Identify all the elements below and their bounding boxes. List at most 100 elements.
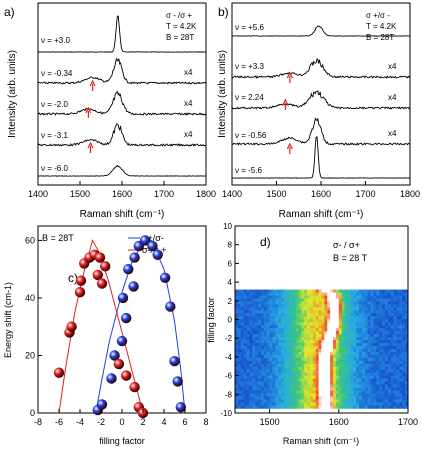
- heatmap-cell: [318, 301, 322, 305]
- heatmap-cell: [341, 399, 345, 403]
- heatmap-cell: [263, 369, 268, 374]
- heatmap-cell: [387, 369, 392, 374]
- heatmap-cell: [382, 357, 386, 362]
- heatmap-cell: [286, 405, 291, 409]
- heatmap-cell: [387, 381, 392, 385]
- heatmap-cell: [278, 304, 282, 308]
- heatmap-cell: [393, 390, 397, 394]
- heatmap-cell: [249, 381, 253, 385]
- heatmap-cell: [382, 348, 386, 353]
- heatmap-cell: [298, 334, 302, 338]
- heatmap-cell: [361, 360, 366, 365]
- heatmap-cell: [338, 354, 343, 359]
- heatmap-cell: [327, 375, 331, 380]
- heatmap-cell: [281, 343, 285, 347]
- heatmap-cell: [309, 304, 314, 308]
- heatmap-cell: [252, 301, 256, 305]
- heatmap-cell: [284, 307, 288, 311]
- heatmap-cell: [304, 372, 308, 377]
- heatmap-cell: [370, 390, 374, 394]
- heatmap-cell: [284, 402, 288, 406]
- heatmap-cell: [376, 372, 380, 377]
- heatmap-cell: [384, 405, 389, 409]
- heatmap-cell: [301, 292, 305, 296]
- heatmap-cell: [367, 396, 371, 400]
- heatmap-cell: [298, 345, 302, 350]
- heatmap-cell: [307, 328, 311, 332]
- heatmap-cell: [324, 405, 328, 409]
- heatmap-cell: [269, 322, 273, 326]
- heatmap-cell: [338, 307, 343, 311]
- heatmap-cell: [278, 396, 282, 400]
- heatmap-cell: [263, 304, 268, 308]
- heatmap-cell: [258, 292, 262, 296]
- heatmap-cell: [382, 354, 386, 359]
- trace-label: ν = -5.6: [235, 166, 262, 175]
- heatmap-cell: [243, 340, 247, 344]
- panel-d-ylabel: filling factor: [206, 297, 216, 343]
- heatmap-cell: [307, 340, 311, 344]
- heatmap-cell: [284, 354, 288, 359]
- heatmap-cell: [289, 301, 294, 305]
- heatmap-cell: [249, 387, 253, 391]
- heatmap-cell: [272, 337, 276, 341]
- heatmap-cell: [301, 405, 305, 409]
- heatmap-cell: [260, 351, 265, 356]
- heatmap-cell: [324, 351, 328, 356]
- panel-d-heatmap: [235, 289, 409, 409]
- trace-label: ν = -2.0: [41, 100, 68, 109]
- heatmap-cell: [266, 387, 270, 391]
- heatmap-cell: [286, 331, 291, 335]
- heatmap-cell: [307, 390, 311, 394]
- heatmap-cell: [237, 328, 242, 332]
- heatmap-cell: [358, 345, 363, 350]
- heatmap-cell: [370, 366, 374, 371]
- heatmap-cell: [315, 328, 320, 332]
- heatmap-cell: [249, 345, 253, 350]
- heatmap-cell: [281, 316, 285, 320]
- heatmap-cell: [263, 357, 268, 362]
- heatmap-cell: [266, 289, 270, 293]
- heatmap-cell: [235, 348, 239, 353]
- heatmap-cell: [263, 295, 268, 299]
- heatmap-cell: [263, 289, 268, 293]
- heatmap-cell: [379, 399, 383, 403]
- heatmap-cell: [347, 375, 351, 380]
- heatmap-cell: [379, 351, 383, 356]
- heatmap-cell: [390, 384, 394, 388]
- heatmap-cell: [402, 399, 406, 403]
- heatmap-cell: [298, 387, 302, 391]
- heatmap-cell: [260, 399, 265, 403]
- heatmap-cell: [235, 390, 239, 394]
- heatmap-cell: [335, 357, 340, 362]
- heatmap-cell: [246, 313, 250, 317]
- heatmap-cell: [278, 363, 282, 368]
- heatmap-cell: [289, 357, 294, 362]
- heatmap-cell: [330, 298, 334, 302]
- heatmap-cell: [347, 345, 351, 350]
- heatmap-cell: [333, 313, 337, 317]
- heatmap-cell: [284, 316, 288, 320]
- heatmap-cell: [237, 343, 242, 347]
- heatmap-cell: [384, 399, 389, 403]
- heatmap-cell: [289, 399, 294, 403]
- heatmap-cell: [356, 325, 360, 329]
- heatmap-cell: [364, 334, 369, 338]
- heatmap-cell: [289, 328, 294, 332]
- heatmap-cell: [269, 307, 273, 311]
- heatmap-cell: [269, 396, 273, 400]
- heatmap-cell: [376, 399, 380, 403]
- heatmap-cell: [286, 393, 291, 397]
- heatmap-cell: [373, 348, 377, 353]
- heatmap-cell: [258, 313, 262, 317]
- heatmap-cell: [278, 298, 282, 302]
- heatmap-cell: [393, 334, 397, 338]
- heatmap-cell: [318, 396, 322, 400]
- heatmap-cell: [235, 340, 239, 344]
- heatmap-cell: [356, 319, 360, 323]
- heatmap-cell: [327, 340, 331, 344]
- heatmap-cell: [338, 360, 343, 365]
- heatmap-cell: [324, 289, 328, 293]
- heatmap-cell: [301, 378, 305, 383]
- heatmap-cell: [387, 325, 392, 329]
